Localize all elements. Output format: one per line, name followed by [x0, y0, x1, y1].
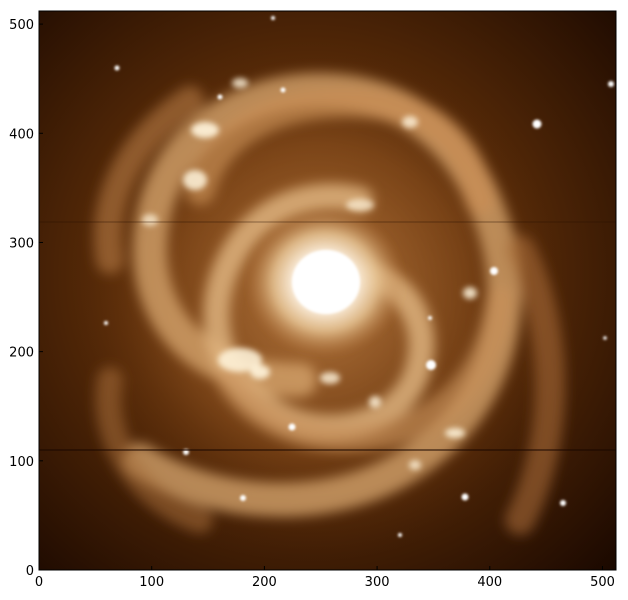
- x-tick-label: 500: [590, 575, 615, 590]
- y-tick-label: 0: [26, 564, 34, 579]
- hii-regions: [142, 78, 477, 470]
- x-tick-label: 100: [139, 575, 164, 590]
- galaxy-image: [39, 11, 616, 570]
- x-tick-label: 0: [35, 575, 43, 590]
- spiral-arm-outer-east: [505, 235, 565, 535]
- y-tick-label: 300: [9, 236, 34, 251]
- y-tick-label: 400: [9, 127, 34, 142]
- spiral-arm-outer-southwest: [95, 367, 213, 533]
- plot-frame: [38, 10, 617, 571]
- galaxy-core: [292, 250, 360, 314]
- spiral-arm-south: [216, 286, 514, 452]
- y-tick-label: 500: [9, 18, 34, 33]
- spiral-arm-north: [185, 87, 495, 215]
- x-axis: 0 100 200 300 400 500: [35, 566, 615, 590]
- x-tick-label: 200: [252, 575, 277, 590]
- field-stars: [104, 16, 614, 537]
- y-tick-label: 200: [9, 346, 34, 361]
- y-tick-label: 100: [9, 455, 34, 470]
- x-tick-label: 400: [477, 575, 502, 590]
- spiral-arms: [94, 72, 565, 535]
- spiral-arm-outer-northwest: [94, 86, 204, 274]
- x-tick-label: 300: [365, 575, 390, 590]
- y-axis: 0 100 200 300 400 500: [9, 18, 43, 579]
